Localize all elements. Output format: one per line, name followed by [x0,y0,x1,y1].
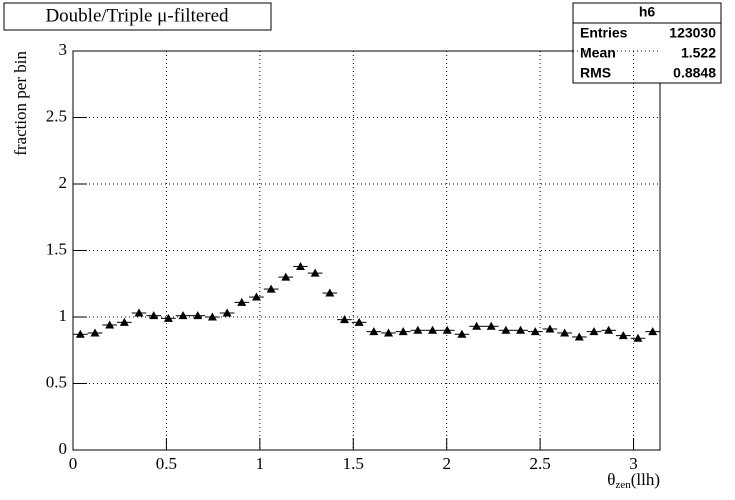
data-marker [486,321,496,330]
data-marker [222,308,232,317]
y-tick-label: 0 [59,439,68,458]
x-label-rest: (llh) [631,470,660,489]
data-marker [251,292,261,301]
x-tick-label: 0.5 [156,454,177,473]
data-marker [149,311,159,320]
data-marker [310,268,320,277]
stats-value: 1.522 [681,45,716,61]
data-marker [295,261,305,270]
data-marker [398,327,408,336]
y-tick-label: 2 [59,173,68,192]
data-marker [325,288,335,297]
data-marker [207,312,217,321]
data-marker [457,329,467,338]
x-axis-label: θzen(llh) [607,470,660,491]
data-marker [75,329,85,338]
title-box [3,2,272,31]
data-marker [193,311,203,320]
stats-label: Entries [580,25,628,41]
stats-box [572,2,722,84]
x-tick-label: 3 [629,454,638,473]
data-marker [134,308,144,317]
x-tick-label: 2.5 [529,454,550,473]
chart-title: Double/Triple μ-filtered [45,5,229,26]
data-marker [589,327,599,336]
data-marker [339,315,349,324]
x-tick-label: 0 [69,454,78,473]
x-tick-label: 2 [442,454,451,473]
data-marker [516,325,526,334]
data-marker [604,325,614,334]
data-marker [442,325,452,334]
data-marker [266,284,276,293]
y-tick-label: 0.5 [46,372,67,391]
data-marker [90,328,100,337]
stats-title: h6 [639,4,656,20]
data-marker [163,313,173,322]
y-tick-label: 2.5 [46,106,67,125]
data-marker [369,327,379,336]
data-marker [618,331,628,340]
data-marker [560,328,570,337]
x-tick-label: 1 [256,454,265,473]
data-marker [530,327,540,336]
data-marker [105,320,115,329]
x-label-sub: zen [615,479,631,491]
data-marker [281,272,291,281]
stats-label: Mean [580,45,616,61]
x-tick-label: 1.5 [343,454,364,473]
data-marker [545,324,555,333]
data-marker [633,333,643,342]
data-marker [648,327,658,336]
data-marker [178,311,188,320]
data-marker [119,317,129,326]
data-marker [384,328,394,337]
y-tick-label: 3 [59,40,68,59]
data-marker [428,325,438,334]
data-marker [472,321,482,330]
data-marker [354,317,364,326]
data-marker [574,332,584,341]
y-tick-label: 1 [59,306,68,325]
y-tick-label: 1.5 [46,239,67,258]
stats-value: 0.8848 [673,65,716,81]
y-axis-label: fraction per bin [11,51,30,156]
data-marker [413,325,423,334]
data-marker [237,297,247,306]
data-marker [501,325,511,334]
stats-label: RMS [580,65,611,81]
stats-value: 123030 [669,25,716,41]
x-label-main: θ [607,470,615,489]
